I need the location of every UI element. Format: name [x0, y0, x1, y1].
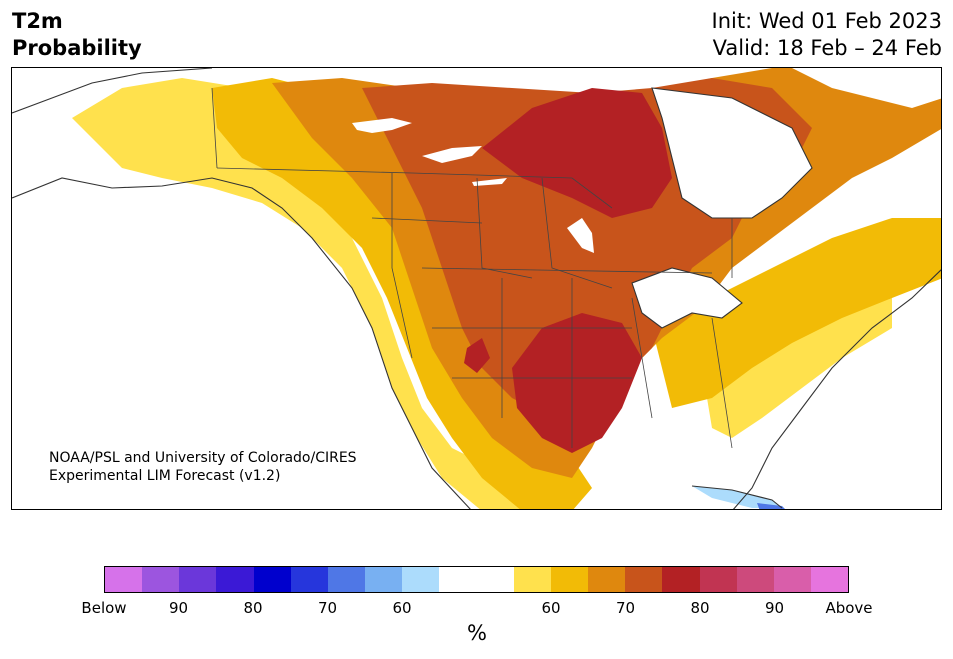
- lake-athabasca: [472, 178, 507, 186]
- colorbar-tick-label: 70: [615, 599, 636, 617]
- init-date: Init: Wed 01 Feb 2023: [711, 9, 942, 33]
- coastlines: [12, 68, 941, 509]
- colorbar-cell: [142, 567, 180, 592]
- region-p75-north: [482, 88, 672, 218]
- colorbar-unit: %: [467, 621, 487, 645]
- colorbar-tick-label: 80: [690, 599, 710, 617]
- map-canvas: [12, 68, 941, 509]
- colorbar-cell: [476, 567, 514, 592]
- hudson-bay: [652, 88, 812, 218]
- colorbar-cell: [105, 567, 143, 592]
- lake-winnipeg: [567, 218, 594, 253]
- map-title-line1: T2m: [12, 9, 63, 33]
- colorbar-cell: [327, 567, 366, 592]
- colorbar-cell: [588, 567, 626, 592]
- greenland-gap: [792, 68, 941, 108]
- colorbar-tick-label: 90: [168, 599, 189, 617]
- colorbar-cell: [216, 567, 254, 592]
- cuba-blue-dark: [757, 503, 785, 509]
- credit-line2: Experimental LIM Forecast (v1.2): [49, 468, 281, 484]
- colorbar-tick-label: 70: [317, 599, 338, 617]
- probability-map: [11, 67, 942, 510]
- region-p55-east: [702, 298, 892, 438]
- colorbar-tick-label: Below: [81, 599, 127, 617]
- lake-great-slave: [422, 146, 482, 163]
- colorbar-cell: [699, 567, 737, 592]
- colorbar-tick-label: 90: [764, 599, 785, 617]
- map-title: T2m Probability: [12, 8, 142, 62]
- political-borders: [211, 87, 733, 449]
- colorbar-tick-label: Above: [825, 599, 873, 617]
- colorbar-cell: [253, 567, 291, 592]
- colorbar-cell: [773, 567, 811, 592]
- region-p60-east: [652, 218, 941, 408]
- great-lakes: [632, 268, 742, 328]
- colorbar-cell: [736, 567, 774, 592]
- region-p55: [72, 78, 571, 509]
- valid-date: Valid: 18 Feb – 24 Feb: [712, 36, 942, 60]
- colorbar-cell: [402, 567, 440, 592]
- colorbar: [104, 566, 849, 593]
- colorbar-cell: [179, 567, 217, 592]
- colorbar-cell: [810, 567, 849, 592]
- map-title-line2: Probability: [12, 36, 142, 60]
- colorbar-tick-label: 60: [392, 599, 412, 617]
- credit-text: NOAA/PSL and University of Colorado/CIRE…: [49, 449, 357, 485]
- forecast-dates: Init: Wed 01 Feb 2023 Valid: 18 Feb – 24…: [712, 8, 942, 62]
- colorbar-cell: [290, 567, 328, 592]
- colorbar-cell: [513, 567, 551, 592]
- region-p75-south: [512, 313, 642, 453]
- colorbar-cell: [550, 567, 589, 592]
- colorbar-cell: [439, 567, 477, 592]
- colorbar-tick-label: 80: [243, 599, 263, 617]
- colorbar-cell: [625, 567, 663, 592]
- cuba-blue: [692, 486, 782, 508]
- lake-great-bear: [352, 118, 412, 133]
- region-p60: [212, 78, 592, 509]
- colorbar-tick-label: 60: [541, 599, 561, 617]
- colorbar-cell: [662, 567, 700, 592]
- region-p75-west: [464, 338, 490, 373]
- colorbar-cell: [365, 567, 403, 592]
- credit-line1: NOAA/PSL and University of Colorado/CIRE…: [49, 450, 357, 466]
